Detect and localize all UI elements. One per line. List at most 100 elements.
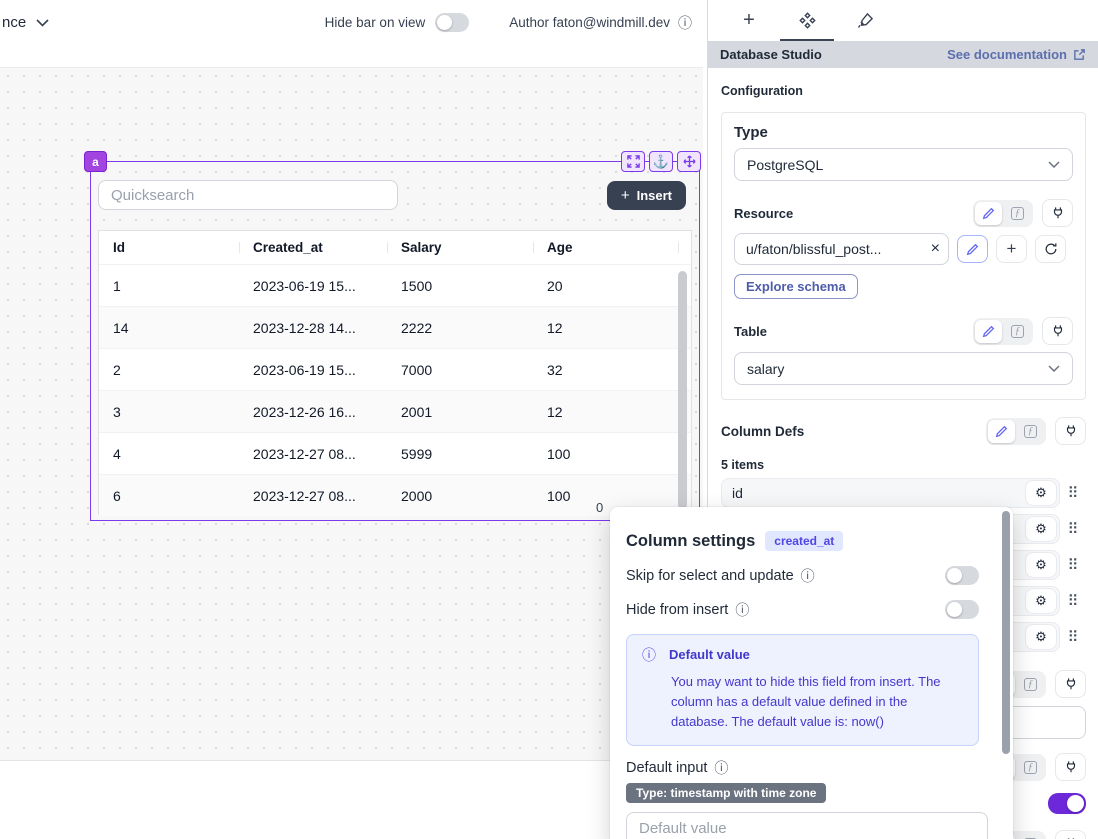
table-row[interactable]: 6 2023-12-27 08... 2000 100	[99, 474, 691, 516]
eval-mode-button[interactable]: ƒ	[1004, 320, 1031, 343]
pagination-count: 0	[596, 500, 604, 515]
drag-handle-icon[interactable]: ⠿	[1067, 484, 1079, 502]
connect-table-button[interactable]	[1042, 317, 1073, 345]
column-settings-button[interactable]: ⚙	[1025, 624, 1057, 650]
cell-created-at: 2023-06-19 15...	[253, 361, 356, 378]
eval-mode-button[interactable]: ƒ	[1017, 673, 1044, 696]
column-settings-button[interactable]: ⚙	[1025, 480, 1057, 506]
connect-coldefs-button[interactable]	[1055, 417, 1086, 445]
drag-handle-icon[interactable]: ⠿	[1067, 628, 1079, 646]
table-row[interactable]: 4 2023-12-27 08... 5999 100	[99, 432, 691, 474]
column-def-item: id ⚙ ⠿	[721, 478, 1086, 508]
connect-button[interactable]	[1055, 830, 1086, 839]
column-header-id[interactable]: Id	[113, 240, 125, 255]
eval-mode-button[interactable]: ƒ	[1017, 756, 1044, 779]
app-canvas[interactable]: a ⚓ + Insert Id Created_at Salary Age	[0, 67, 703, 761]
see-documentation-link[interactable]: See documentation	[947, 47, 1086, 62]
tab-component-settings[interactable]	[778, 0, 836, 41]
explore-schema-button[interactable]: Explore schema	[734, 274, 858, 299]
column-def-name: id	[732, 485, 743, 501]
expand-icon	[626, 155, 640, 168]
table-row[interactable]: 3 2023-12-26 16... 2001 12	[99, 390, 691, 432]
table-body: 1 2023-06-19 15... 1500 20 14 2023-12-28…	[99, 264, 691, 516]
drag-handle-icon[interactable]: ⠿	[1067, 592, 1079, 610]
quicksearch-input[interactable]	[98, 180, 398, 210]
add-resource-button[interactable]: +	[996, 235, 1027, 263]
column-header-salary[interactable]: Salary	[387, 240, 533, 255]
connect-button[interactable]	[1055, 753, 1086, 781]
cell-age: 20	[547, 277, 563, 294]
column-def-box[interactable]: id ⚙	[721, 478, 1060, 508]
clear-resource-icon[interactable]: ×	[930, 240, 940, 257]
dbstudio-component[interactable]: a ⚓ + Insert Id Created_at Salary Age	[84, 151, 701, 521]
table-select[interactable]: salary	[734, 352, 1073, 385]
column-settings-button[interactable]: ⚙	[1025, 552, 1057, 578]
skip-select-update-label: Skip for select and update	[626, 567, 794, 584]
insert-button[interactable]: + Insert	[606, 181, 686, 210]
cell-salary: 2222	[401, 319, 433, 336]
column-header-age[interactable]: Age	[533, 240, 679, 255]
table-scrollbar[interactable]	[678, 271, 687, 509]
column-header-created-at[interactable]: Created_at	[239, 240, 387, 255]
setting-toggle-on[interactable]	[1048, 793, 1086, 814]
app-name-dropdown[interactable]: nce	[2, 14, 49, 31]
eval-mode-button[interactable]: ƒ	[1004, 202, 1031, 225]
type-select-value: PostgreSQL	[747, 156, 824, 173]
column-settings-button[interactable]: ⚙	[1025, 516, 1057, 542]
cell-created-at: 2023-12-26 16...	[253, 403, 356, 420]
coldefs-mode-segmented: ƒ	[986, 417, 1046, 445]
edit-resource-button[interactable]	[957, 235, 988, 263]
default-value-input[interactable]	[626, 812, 988, 839]
column-settings-button[interactable]: ⚙	[1025, 588, 1057, 614]
move-icon	[682, 155, 696, 168]
popover-scrollbar-thumb[interactable]	[1002, 511, 1010, 754]
skip-select-update-toggle[interactable]	[945, 566, 979, 585]
info-icon: ⓘ	[642, 646, 656, 663]
expand-component-button[interactable]	[621, 151, 645, 172]
table-row[interactable]: 2 2023-06-19 15... 7000 32	[99, 348, 691, 390]
plug-icon	[1053, 325, 1062, 337]
components-icon	[798, 12, 816, 29]
plus-icon: +	[743, 9, 755, 31]
plug-icon	[1066, 678, 1075, 690]
eval-mode-button[interactable]: ƒ	[1017, 833, 1044, 839]
column-defs-label: Column Defs	[721, 423, 805, 439]
eval-mode-button[interactable]: ƒ	[1017, 420, 1044, 443]
cell-id: 2	[113, 361, 121, 378]
table-row[interactable]: 14 2023-12-28 14... 2222 12	[99, 306, 691, 348]
drag-handle-icon[interactable]: ⠿	[1067, 556, 1079, 574]
tab-styling[interactable]	[836, 0, 894, 41]
table-row[interactable]: 1 2023-06-19 15... 1500 20	[99, 264, 691, 306]
panel-tabbar: +	[708, 0, 1098, 41]
insert-button-label: Insert	[636, 188, 672, 203]
connect-button[interactable]	[1055, 670, 1086, 698]
resource-input[interactable]	[734, 233, 949, 265]
cell-id: 14	[113, 319, 129, 336]
popover-scrollbar[interactable]	[1002, 510, 1011, 839]
info-icon: ⓘ	[800, 567, 815, 584]
static-mode-button[interactable]	[988, 419, 1015, 443]
move-component-button[interactable]	[677, 151, 701, 172]
static-mode-button[interactable]	[975, 201, 1002, 225]
refresh-resource-button[interactable]	[1035, 235, 1066, 263]
info-icon: ⓘ	[735, 601, 750, 618]
table-mode-segmented: ƒ	[973, 317, 1033, 345]
alert-title: Default value	[669, 647, 750, 662]
cell-age: 100	[547, 445, 571, 462]
tab-insert-component[interactable]: +	[720, 0, 778, 41]
app-name-label: nce	[2, 14, 27, 31]
function-icon: ƒ	[1011, 324, 1024, 338]
static-mode-button[interactable]	[975, 319, 1002, 343]
hide-bar-toggle[interactable]	[435, 13, 470, 32]
cell-age: 100	[547, 487, 571, 504]
connect-resource-button[interactable]	[1042, 199, 1073, 227]
plus-icon: +	[1006, 239, 1017, 258]
anchor-component-button[interactable]: ⚓	[649, 151, 673, 172]
type-select[interactable]: PostgreSQL	[734, 148, 1073, 181]
doc-link-label: See documentation	[947, 47, 1067, 62]
popover-title: Column settings	[626, 531, 756, 550]
cell-age: 12	[547, 319, 563, 336]
hide-from-insert-toggle[interactable]	[945, 600, 979, 619]
function-icon: ƒ	[1024, 760, 1037, 774]
drag-handle-icon[interactable]: ⠿	[1067, 520, 1079, 538]
